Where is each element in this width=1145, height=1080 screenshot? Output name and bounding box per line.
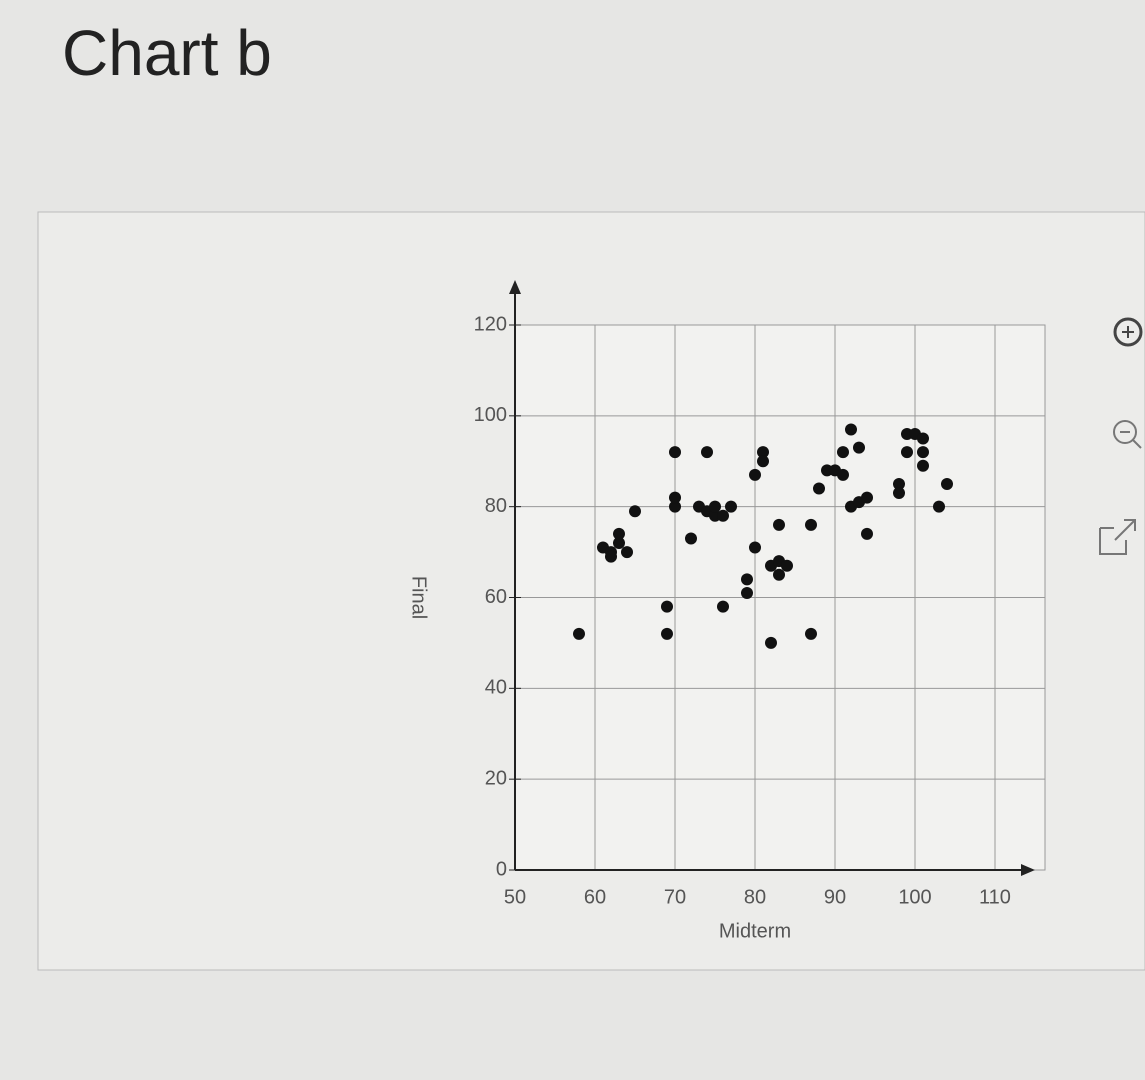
point bbox=[781, 559, 793, 572]
point bbox=[901, 446, 913, 459]
point bbox=[717, 509, 729, 522]
page-title: Chart b bbox=[62, 17, 272, 89]
point bbox=[709, 500, 721, 513]
point bbox=[805, 627, 817, 640]
y-tick-label: 0 bbox=[496, 858, 507, 880]
point bbox=[669, 500, 681, 513]
x-tick-label: 100 bbox=[898, 886, 931, 908]
point bbox=[725, 500, 737, 513]
point bbox=[685, 532, 697, 545]
y-tick-label: 100 bbox=[474, 404, 507, 426]
point bbox=[773, 568, 785, 581]
point bbox=[941, 477, 953, 490]
point bbox=[573, 627, 585, 640]
point bbox=[917, 446, 929, 459]
point bbox=[605, 550, 617, 563]
point bbox=[629, 505, 641, 518]
x-tick-label: 90 bbox=[824, 886, 846, 908]
point bbox=[845, 423, 857, 436]
x-tick-label: 60 bbox=[584, 886, 606, 908]
point bbox=[917, 432, 929, 445]
point bbox=[741, 573, 753, 586]
x-tick-label: 70 bbox=[664, 886, 686, 908]
y-tick-label: 80 bbox=[485, 495, 507, 517]
y-tick-label: 120 bbox=[474, 313, 507, 335]
zoom-out-button[interactable] bbox=[1113, 420, 1142, 449]
y-tick-label: 60 bbox=[485, 586, 507, 608]
point bbox=[933, 500, 945, 513]
y-axis-arrow bbox=[509, 280, 521, 294]
point bbox=[917, 459, 929, 472]
y-axis-label: Final bbox=[408, 576, 430, 619]
point bbox=[757, 446, 769, 459]
x-tick-label: 80 bbox=[744, 886, 766, 908]
point bbox=[893, 487, 905, 500]
point bbox=[661, 600, 673, 613]
point bbox=[701, 446, 713, 459]
x-tick-label: 50 bbox=[504, 886, 526, 908]
x-axis-label: Midterm bbox=[719, 920, 791, 942]
y-tick-label: 40 bbox=[485, 677, 507, 699]
point bbox=[749, 541, 761, 554]
x-axis-arrow bbox=[1021, 864, 1035, 876]
point bbox=[741, 586, 753, 599]
point bbox=[669, 491, 681, 504]
point bbox=[853, 441, 865, 454]
point bbox=[669, 446, 681, 459]
point bbox=[621, 546, 633, 559]
point bbox=[749, 468, 761, 481]
zoom-in-button[interactable] bbox=[1113, 317, 1143, 347]
point bbox=[661, 627, 673, 640]
y-tick-label: 20 bbox=[485, 767, 507, 789]
point bbox=[717, 600, 729, 613]
point bbox=[837, 468, 849, 481]
point bbox=[893, 477, 905, 490]
point bbox=[765, 636, 777, 649]
point bbox=[837, 446, 849, 459]
open-external-button[interactable] bbox=[1099, 519, 1136, 555]
point bbox=[861, 491, 873, 504]
point bbox=[613, 527, 625, 540]
point bbox=[813, 482, 825, 495]
point bbox=[773, 518, 785, 531]
point bbox=[613, 537, 625, 549]
point bbox=[861, 527, 873, 540]
point bbox=[805, 518, 817, 531]
x-tick-label: 110 bbox=[979, 886, 1011, 908]
point bbox=[757, 455, 769, 468]
